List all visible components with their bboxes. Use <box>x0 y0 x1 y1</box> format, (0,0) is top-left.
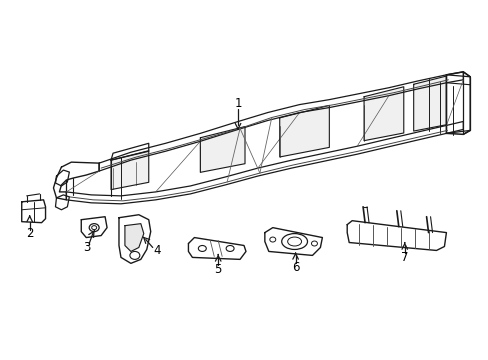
Text: 4: 4 <box>153 244 160 257</box>
Polygon shape <box>99 72 462 171</box>
Polygon shape <box>66 121 462 204</box>
Text: 7: 7 <box>400 251 407 264</box>
Polygon shape <box>413 76 446 131</box>
Text: 3: 3 <box>83 241 91 254</box>
Polygon shape <box>55 170 69 186</box>
Text: 1: 1 <box>234 97 241 110</box>
Polygon shape <box>364 87 403 141</box>
Polygon shape <box>55 195 69 210</box>
Polygon shape <box>124 224 143 251</box>
Polygon shape <box>53 162 99 200</box>
Polygon shape <box>200 127 244 172</box>
Text: 6: 6 <box>291 261 299 274</box>
Polygon shape <box>111 143 148 160</box>
Polygon shape <box>81 217 107 238</box>
Polygon shape <box>264 228 322 255</box>
Text: 5: 5 <box>214 263 222 276</box>
Polygon shape <box>188 238 245 260</box>
Polygon shape <box>446 72 469 134</box>
Polygon shape <box>279 105 328 157</box>
Polygon shape <box>21 200 45 223</box>
Text: 2: 2 <box>26 227 33 240</box>
Polygon shape <box>119 215 150 264</box>
Polygon shape <box>346 221 446 251</box>
Polygon shape <box>111 151 148 190</box>
